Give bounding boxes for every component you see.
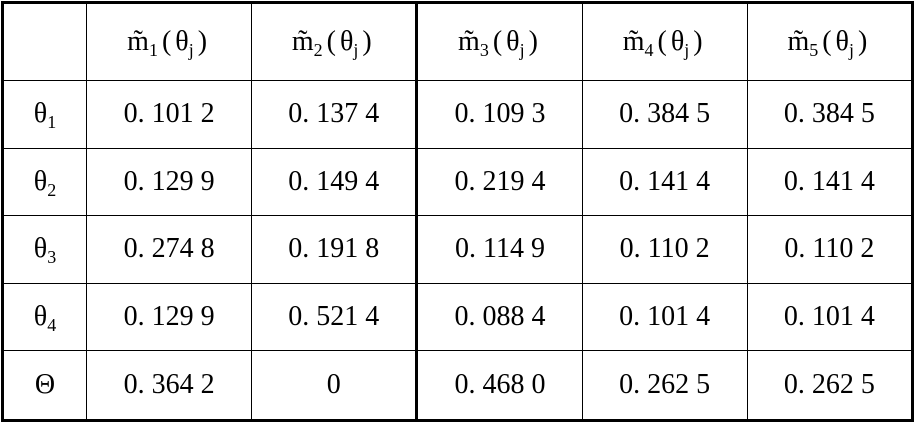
symbol: θ [33, 301, 48, 333]
value-cell: 0. 137 4 [251, 80, 418, 149]
subscript: j [188, 40, 194, 60]
value-cell: 0. 384 5 [581, 80, 748, 149]
subscript: 5 [809, 40, 819, 60]
value-cell: 0. 364 2 [85, 350, 253, 421]
value-cell: 0. 101 4 [581, 282, 748, 352]
value-cell: 0. 110 2 [581, 215, 748, 284]
subscript: 1 [47, 112, 57, 133]
subscript: 2 [313, 40, 323, 60]
symbol: Θ [34, 369, 56, 401]
value-cell: 0. 129 9 [85, 147, 253, 217]
subscript: j [353, 40, 359, 60]
symbol: ( [326, 26, 336, 57]
value-cell: 0. 521 4 [251, 282, 418, 352]
value-cell: 0. 262 5 [581, 350, 748, 421]
subscript: j [684, 40, 690, 60]
row-label: θ1 [2, 80, 87, 149]
header-cell: m̃4(θj) [581, 2, 748, 81]
table-row: θ2 0. 129 9 0. 149 4 0. 219 4 0. 141 4 0. 141… [2, 147, 914, 217]
value-cell: 0. 141 4 [746, 147, 914, 217]
value-cell: 0. 129 9 [85, 282, 253, 352]
symbol: θ [33, 98, 48, 130]
symbol: θ [835, 26, 849, 57]
table-row: θ1 0. 101 2 0. 137 4 0. 109 3 0. 384 5 0. 384… [2, 80, 914, 149]
symbol: ( [822, 26, 832, 57]
symbol: m̃ [622, 26, 645, 57]
symbol: θ [33, 233, 48, 265]
symbol: m̃ [787, 26, 810, 57]
symbol: θ [670, 26, 685, 57]
value-cell: 0. 141 4 [581, 147, 748, 217]
value-cell: 0. 384 5 [746, 80, 914, 149]
header-row: m̃1(θj) m̃2(θj) m̃3(θj) m̃4(θj) m̃5(θj) [2, 2, 914, 81]
symbol: ) [362, 26, 372, 57]
table-row: θ3 0. 274 8 0. 191 8 0. 114 9 0. 110 2 0. 110… [2, 215, 914, 284]
symbol: ) [197, 26, 208, 57]
symbol: θ [506, 26, 520, 57]
symbol: m̃ [458, 26, 480, 57]
value-cell: 0 [251, 350, 418, 421]
symbol: ( [492, 26, 503, 57]
subscript: 3 [47, 247, 57, 268]
value-cell: 0. 109 3 [415, 80, 583, 149]
table-row: Θ 0. 364 2 0 0. 468 0 0. 262 5 0. 262 5 [2, 350, 914, 421]
symbol: ( [657, 26, 667, 57]
symbol: ) [528, 26, 538, 57]
corner-cell [2, 2, 87, 81]
row-label: θ2 [2, 147, 87, 217]
value-cell: 0. 468 0 [415, 350, 583, 421]
header-cell: m̃3(θj) [415, 2, 583, 81]
value-cell: 0. 219 4 [415, 147, 583, 217]
subscript: 1 [148, 40, 158, 60]
value-cell: 0. 262 5 [746, 350, 914, 421]
header-cell: m̃5(θj) [746, 2, 914, 81]
subscript: j [848, 40, 854, 60]
value-cell: 0. 274 8 [85, 215, 253, 284]
subscript: 2 [47, 179, 57, 200]
row-label: θ4 [2, 282, 87, 352]
symbol: θ [33, 165, 48, 197]
value-cell: 0. 110 2 [746, 215, 914, 284]
row-label: Θ [2, 350, 87, 421]
value-cell: 0. 114 9 [415, 215, 583, 284]
header-cell: m̃1(θj) [85, 2, 253, 81]
symbol: ) [857, 26, 868, 57]
value-cell: 0. 191 8 [251, 215, 418, 284]
symbol: ) [693, 26, 703, 57]
value-cell: 0. 088 4 [415, 282, 583, 352]
symbol: θ [339, 26, 354, 57]
value-cell: 0. 149 4 [251, 147, 418, 217]
value-cell: 0. 101 4 [746, 282, 914, 352]
symbol: m̃ [127, 26, 149, 57]
subscript: j [519, 40, 525, 60]
subscript: 3 [479, 40, 489, 60]
row-label: θ3 [2, 215, 87, 284]
subscript: 4 [47, 315, 57, 336]
subscript: 4 [644, 40, 654, 60]
symbol: ( [161, 26, 172, 57]
symbol: m̃ [291, 26, 314, 57]
header-cell: m̃2(θj) [251, 2, 418, 81]
value-cell: 0. 101 2 [85, 80, 253, 149]
symbol: θ [175, 26, 189, 57]
table-row: θ4 0. 129 9 0. 521 4 0. 088 4 0. 101 4 0. 101… [2, 282, 914, 352]
